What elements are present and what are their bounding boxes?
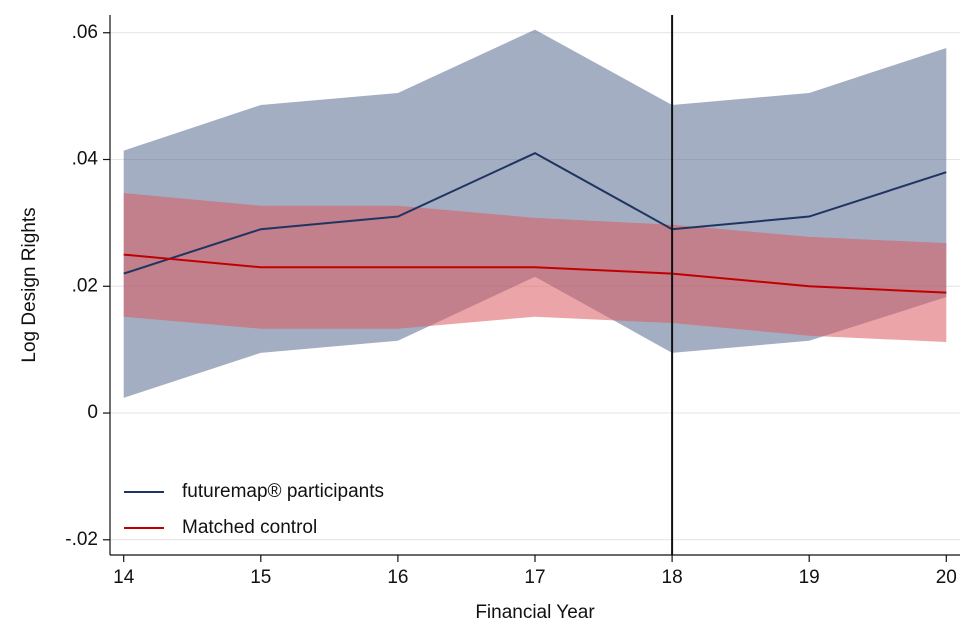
x-tick-label: 17 (524, 567, 545, 588)
legend-label: futuremap® participants (182, 481, 384, 502)
y-tick-label: -.02 (65, 529, 98, 550)
x-tick-label: 14 (113, 567, 135, 588)
series-line (123, 152, 947, 275)
y-axis-title: Log Design Rights (19, 207, 40, 362)
x-axis-title: Financial Year (475, 602, 595, 623)
y-tick-label: .04 (72, 149, 99, 170)
x-tick-label: 15 (250, 567, 271, 588)
x-tick-label: 18 (662, 567, 683, 588)
y-tick-label: 0 (87, 402, 98, 423)
x-tick-label: 20 (936, 567, 957, 588)
y-tick-label: .02 (72, 275, 98, 296)
y-tick-label: .06 (72, 22, 98, 43)
x-tick-label: 19 (799, 567, 820, 588)
legend-label: Matched control (182, 517, 317, 538)
x-tick-label: 16 (387, 567, 408, 588)
series-line (123, 253, 947, 294)
